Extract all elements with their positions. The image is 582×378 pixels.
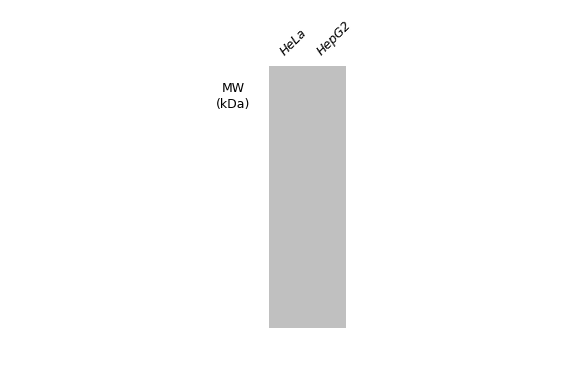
Text: MW
(kDa): MW (kDa) bbox=[216, 82, 250, 111]
Text: HeLa: HeLa bbox=[278, 27, 310, 59]
Text: HepG2: HepG2 bbox=[314, 19, 353, 59]
Bar bbox=[269, 66, 346, 328]
